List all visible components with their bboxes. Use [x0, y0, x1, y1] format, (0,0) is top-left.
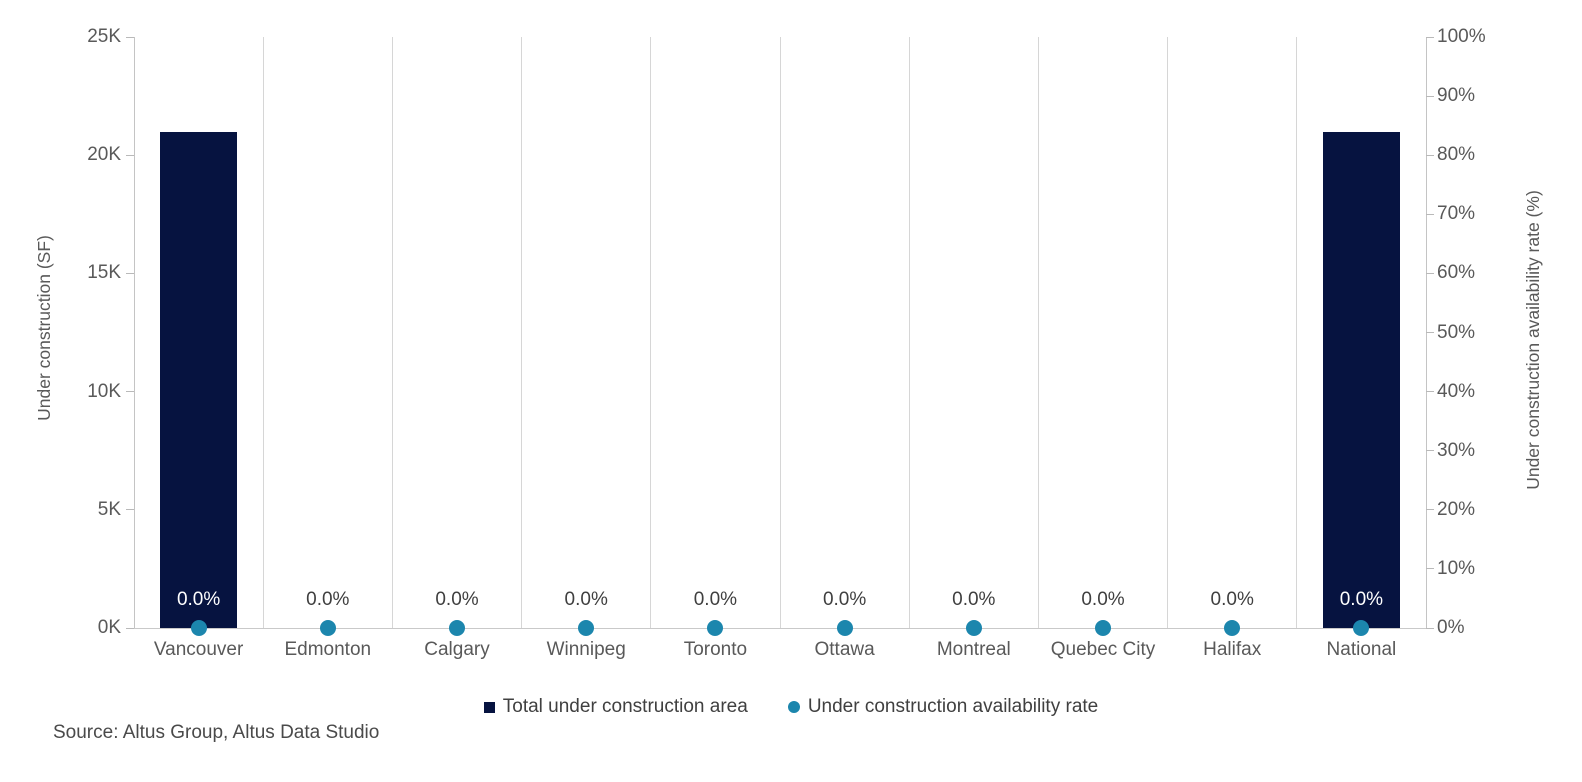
category-gridline [779, 37, 781, 628]
rate-dot-national [1353, 620, 1370, 636]
right-axis-tick-label: 30% [1437, 439, 1476, 461]
legend: Total under construction area Under const… [0, 696, 1582, 718]
source-note: Source: Altus Group, Altus Data Studio [53, 722, 380, 743]
rate-dot-calgary [449, 620, 465, 636]
right-axis-tick [1426, 332, 1434, 333]
rate-label-toronto: 0.0% [693, 589, 738, 610]
rate-dot-halifax [1224, 620, 1241, 636]
rate-dot-vancouver [190, 620, 207, 636]
legend-item-availability-rate: Under construction availability rate [787, 696, 1099, 718]
left-axis-tick-label: 15K [87, 262, 121, 284]
left-axis-tick-label: 10K [87, 380, 121, 402]
rate-label-calgary: 0.0% [435, 589, 479, 610]
category-gridline [650, 37, 652, 628]
right-axis-tick [1426, 272, 1434, 274]
right-axis-tick-label: 90% [1437, 85, 1476, 107]
right-axis-tick [1426, 154, 1434, 156]
right-axis-tick-label: 10% [1437, 557, 1476, 579]
rate-dot-montreal [965, 620, 982, 636]
right-axis-tick-label: 40% [1437, 380, 1476, 402]
bar-series-marker-icon [483, 701, 495, 713]
category-gridline [262, 37, 264, 628]
right-axis-tick [1426, 95, 1434, 97]
rate-dot-toronto [707, 620, 724, 636]
bar-vancouver [160, 131, 238, 628]
left-axis-tick [126, 36, 134, 38]
rate-label-halifax: 0.0% [1210, 589, 1254, 610]
right-axis-tick-label: 0% [1437, 617, 1465, 638]
category-gridline [521, 37, 523, 628]
right-axis-tick-label: 50% [1437, 321, 1476, 343]
right-axis-tick [1426, 391, 1434, 393]
right-axis-tick [1426, 509, 1434, 511]
rate-label-montreal: 0.0% [952, 589, 996, 610]
right-axis-tick [1426, 450, 1434, 452]
x-axis-label-ottawa: Ottawa [814, 639, 875, 660]
category-gridline [1296, 37, 1298, 628]
right-axis-tick [1426, 568, 1434, 570]
x-axis-baseline [134, 627, 1426, 629]
right-axis-tick [1426, 213, 1434, 215]
rate-label-national: 0.0% [1339, 589, 1384, 610]
bar-national [1322, 131, 1400, 628]
left-axis-tick [126, 391, 134, 393]
x-axis-label-edmonton: Edmonton [284, 639, 372, 660]
x-axis-label-montreal: Montreal [936, 639, 1011, 660]
category-gridline [908, 37, 910, 628]
left-axis-tick-label: 25K [87, 26, 121, 47]
x-axis-label-calgary: Calgary [424, 639, 490, 660]
x-axis-label-winnipeg: Winnipeg [546, 639, 626, 660]
left-axis-line [133, 37, 135, 628]
left-axis-tick-label: 20K [87, 144, 121, 166]
left-axis-tick-label: 0K [97, 617, 121, 638]
left-axis-tick [126, 509, 134, 511]
right-axis-tick-label: 100% [1437, 26, 1486, 47]
legend-label: Total under construction area [502, 696, 748, 717]
right-axis-title: Under construction availability rate (%) [1523, 190, 1543, 490]
rate-label-quebec-city: 0.0% [1081, 589, 1125, 610]
x-axis-label-vancouver: Vancouver [153, 639, 244, 660]
left-axis-tick-label: 5K [97, 498, 121, 520]
left-axis-tick [126, 154, 134, 156]
x-axis-label-national: National [1326, 639, 1397, 660]
rate-dot-winnipeg [578, 620, 595, 636]
rate-label-ottawa: 0.0% [822, 589, 867, 610]
rate-label-edmonton: 0.0% [306, 589, 350, 610]
rate-series-marker-icon [787, 701, 800, 713]
rate-dot-quebec-city [1095, 620, 1111, 636]
category-gridline [1167, 37, 1169, 628]
left-axis-tick [126, 272, 134, 274]
legend-label: Under construction availability rate [807, 696, 1099, 717]
rate-dot-ottawa [836, 620, 853, 636]
x-axis-label-quebec-city: Quebec City [1050, 639, 1156, 660]
rate-dot-edmonton [319, 620, 336, 636]
rate-label-vancouver: 0.0% [176, 589, 221, 610]
left-axis-title: Under construction (SF) [34, 235, 54, 421]
right-axis-tick [1426, 627, 1434, 629]
right-axis-tick-label: 20% [1437, 498, 1476, 520]
right-axis-tick [1426, 36, 1434, 38]
right-axis-tick-label: 80% [1437, 144, 1476, 166]
category-gridline [391, 37, 393, 628]
x-axis-label-toronto: Toronto [683, 639, 748, 660]
x-axis-label-halifax: Halifax [1203, 639, 1262, 660]
right-axis-tick-label: 70% [1437, 203, 1476, 225]
right-axis-tick-label: 60% [1437, 262, 1476, 284]
rate-label-winnipeg: 0.0% [564, 589, 608, 610]
category-gridline [1037, 37, 1039, 628]
legend-item-total-under-construction-area: Total under construction area [483, 696, 748, 718]
left-axis-tick [126, 627, 134, 629]
